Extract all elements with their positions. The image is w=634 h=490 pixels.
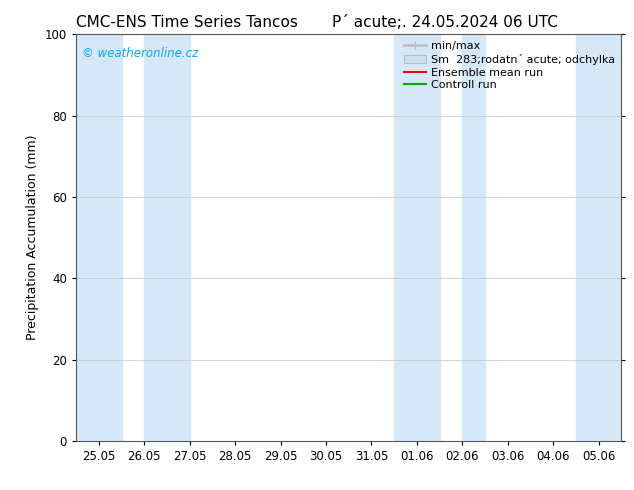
Y-axis label: Precipitation Accumulation (mm): Precipitation Accumulation (mm)	[26, 135, 39, 341]
Text: CMC-ENS Time Series Tancos       P´ acute;. 24.05.2024 06 UTC: CMC-ENS Time Series Tancos P´ acute;. 24…	[76, 15, 558, 30]
Bar	[76, 34, 122, 441]
Bar	[576, 34, 621, 441]
Bar	[394, 34, 439, 441]
Text: © weatheronline.cz: © weatheronline.cz	[82, 47, 198, 59]
Bar	[462, 34, 485, 441]
Legend: min/max, Sm  283;rodatn´ acute; odchylka, Ensemble mean run, Controll run: min/max, Sm 283;rodatn´ acute; odchylka,…	[399, 37, 619, 95]
Bar	[144, 34, 190, 441]
